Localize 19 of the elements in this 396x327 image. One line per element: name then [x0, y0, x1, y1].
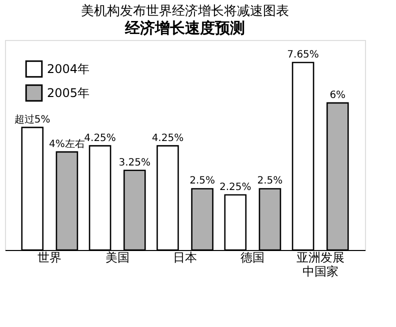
data-label: 2.5% [190, 176, 215, 187]
x-tick-label: 世界 [38, 250, 62, 264]
data-label: 2.25% [219, 182, 252, 193]
data-label: 2.5% [257, 176, 283, 187]
x-tick-label: 日本 [173, 250, 197, 264]
legend-label: 2005年 [47, 86, 90, 100]
data-label: 4%左右 [49, 138, 85, 150]
x-tick-label: 亚洲发展中国家 [296, 250, 344, 278]
x-tick-label: 美国 [105, 250, 130, 264]
data-label: 超过5% [14, 113, 50, 126]
x-tick-label: 德国 [240, 250, 265, 264]
data-label: 6% [330, 90, 346, 101]
data-label: 4.25% [84, 132, 116, 144]
chart-title: 美机构发布世界经济增长将减速图表 [81, 3, 289, 19]
chart-subtitle: 经济增长速度预测 [124, 19, 245, 37]
data-label: 3.25% [118, 157, 151, 168]
legend-label: 2004年 [47, 62, 90, 76]
data-label: 7.65% [287, 50, 319, 60]
data-label: 4.25% [152, 132, 184, 144]
